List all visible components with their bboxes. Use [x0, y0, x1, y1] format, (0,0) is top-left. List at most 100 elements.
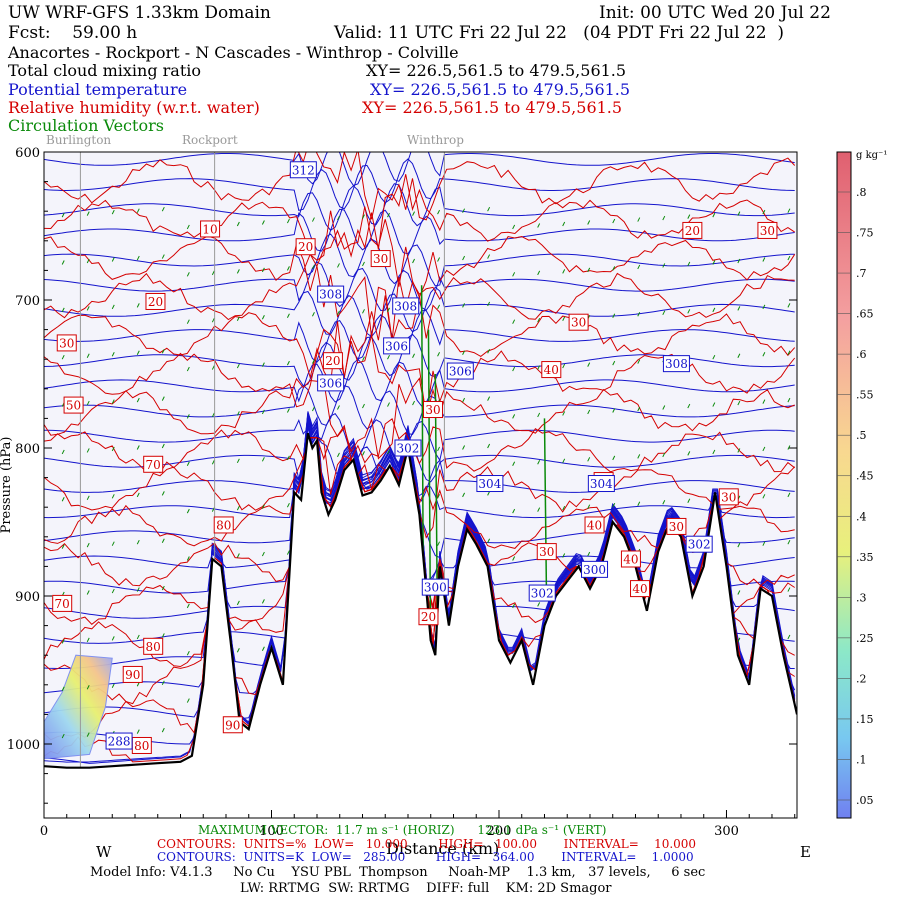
terrain-line [44, 432, 797, 769]
theta-contour-label-text: 302 [531, 587, 554, 601]
rh-contour-label-box [584, 516, 605, 534]
theta-contour-label: 312 [289, 161, 317, 179]
circulation-vector [387, 354, 390, 360]
circulation-vector [136, 682, 140, 687]
rh-contour-label-text: 40 [632, 582, 647, 596]
circulation-vector [487, 396, 491, 401]
rh-contour-label: 80 [213, 516, 234, 534]
rh-contour-info: CONTOURS: UNITS=% LOW= 10.000 HIGH= 100.… [157, 837, 697, 851]
circulation-vector [637, 264, 641, 270]
circulation-vector [462, 397, 466, 403]
circulation-vector [136, 445, 140, 450]
rh-contour-label-box [295, 238, 316, 256]
circulation-vector [787, 208, 791, 213]
rh-contour [44, 295, 796, 386]
place-burlington: Burlington [46, 133, 112, 147]
circulation-vector [161, 680, 165, 686]
circulation-vector [512, 272, 516, 277]
circulation-vector [211, 317, 215, 323]
theta-contour [44, 208, 795, 255]
theta-contour-label: 304 [476, 475, 504, 493]
rh-contour-label-text: 70 [146, 458, 161, 472]
theta-contour-label-box [394, 439, 422, 457]
init-time: Init: 00 UTC Wed 20 Jul 22 [599, 3, 831, 23]
circulation-vector [637, 359, 641, 364]
circulation-vector [537, 507, 541, 512]
rh-contour-label-text: 20 [421, 610, 436, 624]
theta-contour [44, 183, 795, 231]
theta-contour-label-text: 306 [319, 376, 342, 390]
circulation-vector [136, 492, 140, 498]
circulation-vector [86, 211, 90, 216]
circulation-vector [261, 457, 265, 462]
circulation-vector [261, 267, 265, 273]
circulation-vector [261, 220, 265, 225]
circulation-vector [662, 452, 666, 458]
theta-contour-label: 300 [581, 560, 609, 578]
colorbar-tick-label: .4 [856, 510, 867, 523]
circulation-vector [637, 312, 641, 317]
theta-contour-label-text: 304 [478, 477, 501, 491]
theta-contour-label: 300 [421, 578, 449, 596]
theta-contour-label-box [383, 337, 411, 355]
circulation-vector [612, 502, 616, 508]
rh-contour-label-box [757, 221, 778, 239]
rh-contour-label: 20 [145, 292, 166, 310]
circulation-vector [61, 544, 65, 549]
circulation-vector [787, 634, 791, 640]
rh-contour [44, 152, 796, 221]
circulation-vector [161, 349, 165, 354]
circulation-vector [437, 541, 441, 546]
y-tick-label: 700 [15, 294, 40, 309]
circulation-vector [186, 461, 190, 466]
theta-contour-label: 302 [394, 439, 422, 457]
circulation-vector [86, 306, 90, 311]
rh-contour-label: 80 [143, 637, 164, 655]
colorbar-tick-label: .75 [856, 227, 874, 240]
circulation-vector [512, 603, 516, 609]
theta-contour-label: 308 [392, 297, 420, 315]
circulation-vector [86, 590, 90, 595]
circulation-vector [337, 263, 340, 268]
circulation-vector [562, 316, 566, 321]
circulation-vector [562, 411, 566, 416]
rh-contour-label-text: 20 [325, 354, 340, 368]
circulation-vector [487, 301, 491, 307]
theta-contour-label-box [528, 584, 556, 602]
circulation-vector [687, 214, 691, 219]
rh-contour-label: 20 [322, 352, 343, 370]
rh-contour-label: 30 [536, 543, 557, 561]
theta-contour [44, 152, 795, 187]
circulation-vector [86, 685, 90, 690]
rh-contour-label-text: 80 [216, 518, 231, 532]
theta-contour-label-box [587, 475, 615, 493]
theta-contour-label-box [392, 297, 420, 315]
circulation-vector [562, 269, 566, 274]
circulation-vector [587, 457, 591, 462]
circulation-vector [236, 553, 240, 558]
circulation-vector [787, 445, 791, 450]
rh-contour-label-box [682, 221, 703, 239]
circulation-vector [787, 539, 791, 545]
model-info: Model Info: V4.1.3 No Cu YSU PBL Thompso… [90, 865, 706, 880]
rh-contour-label: 20 [682, 221, 703, 239]
colorbar-tick-label: .15 [856, 713, 874, 726]
circulation-vector [487, 349, 491, 354]
circulation-vector [387, 212, 390, 218]
circulation-vector [86, 542, 90, 548]
circulation-vector [762, 541, 766, 546]
circulation-vector [286, 218, 290, 224]
circulation-vector [462, 208, 466, 213]
rh-contour-label-box [620, 550, 641, 568]
circulation-vector [136, 587, 140, 592]
circulation-vector [487, 538, 491, 543]
circulation-vector [86, 258, 90, 264]
circulation-vector [211, 365, 215, 370]
circulation-vector [186, 272, 190, 277]
circulation-vector [337, 452, 340, 458]
rh-contour-label: 20 [295, 238, 316, 256]
theta-contour-label-box [581, 560, 609, 578]
circulation-vector [111, 257, 115, 262]
circulation-vector [587, 409, 591, 415]
circulation-vector [261, 409, 265, 415]
